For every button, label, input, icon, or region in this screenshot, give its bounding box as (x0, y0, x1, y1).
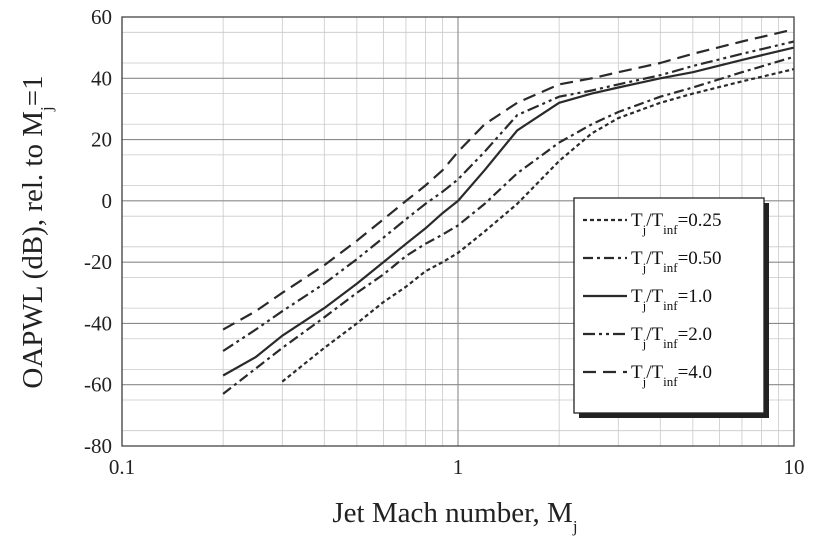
series-line-1 (281, 68, 795, 383)
legend-label-part: j (642, 222, 647, 237)
legend-label-part: inf (663, 298, 678, 313)
legend-label-part: T (631, 362, 643, 383)
legend-label-part: /T (646, 210, 663, 231)
y-tick-label: -40 (84, 311, 112, 335)
x-tick-labels: 0.1 1 10 (109, 455, 805, 479)
legend-label-part: inf (663, 260, 678, 275)
y-tick-label: 20 (91, 128, 112, 152)
y-tick-label: 60 (91, 5, 112, 29)
legend-label-part: =0.25 (678, 210, 722, 231)
legend-label-part: =4.0 (678, 362, 712, 383)
legend-label-part: =0.50 (678, 248, 722, 269)
series-layer (222, 28, 795, 395)
y-tick-label: -60 (84, 373, 112, 397)
x-tick-label: 10 (784, 455, 805, 479)
legend-item: Tj/Tinf=0.50 (583, 248, 722, 275)
x-axis-label-main: Jet Mach number, M (332, 497, 572, 529)
legend-label-part: inf (663, 222, 678, 237)
x-axis-label-sub: j (572, 517, 578, 536)
y-tick-label: -20 (84, 250, 112, 274)
legend-item: Tj/Tinf=4.0 (583, 362, 712, 389)
legend-label-part: /T (646, 248, 663, 269)
y-tick-label: 40 (91, 66, 112, 90)
plot-frame (121, 16, 795, 447)
legend-label-part: T (631, 286, 643, 307)
x-tick-label: 1 (453, 455, 464, 479)
legend: Tj/Tinf=0.25Tj/Tinf=0.50Tj/Tinf=1.0Tj/Ti… (573, 197, 769, 418)
legend-label-part: j (642, 298, 647, 313)
y-axis-label-sub: j (37, 106, 56, 112)
y-axis-label-main: OAPWL (dB), rel. to M (17, 111, 49, 389)
legend-label: Tj/Tinf=1.0 (631, 286, 712, 313)
legend-item: Tj/Tinf=1.0 (583, 286, 712, 313)
legend-label-part: /T (646, 362, 663, 383)
legend-label-part: T (631, 324, 643, 345)
legend-label-part: /T (646, 286, 663, 307)
series-line-5 (222, 28, 795, 331)
y-axis-label-suffix: =1 (17, 75, 49, 106)
legend-label-part: T (631, 248, 643, 269)
legend-label: Tj/Tinf=0.25 (631, 210, 722, 237)
legend-label: Tj/Tinf=4.0 (631, 362, 712, 389)
series-line-3 (222, 46, 795, 377)
y-tick-label: -80 (84, 434, 112, 458)
legend-label-part: T (631, 210, 643, 231)
legend-item: Tj/Tinf=2.0 (583, 324, 712, 351)
x-tick-label: 0.1 (109, 455, 135, 479)
legend-box (573, 197, 765, 414)
y-axis-label: OAPWL (dB), rel. to Mj=1 (17, 75, 56, 388)
x-axis-label: Jet Mach number, Mj (332, 497, 577, 536)
y-tick-label: 0 (102, 189, 113, 213)
legend-label-part: inf (663, 374, 678, 389)
series-line-4 (222, 40, 795, 352)
legend-items: Tj/Tinf=0.25Tj/Tinf=0.50Tj/Tinf=1.0Tj/Ti… (583, 210, 722, 389)
legend-label-part: =2.0 (678, 324, 712, 345)
legend-label-part: j (642, 260, 647, 275)
legend-label-part: j (642, 336, 647, 351)
legend-label-part: =1.0 (678, 286, 712, 307)
legend-label-part: /T (646, 324, 663, 345)
legend-label-part: j (642, 374, 647, 389)
y-tick-labels: -80 -60 -40 -20 0 20 40 60 (84, 5, 112, 458)
legend-item: Tj/Tinf=0.25 (583, 210, 722, 237)
legend-label: Tj/Tinf=0.50 (631, 248, 722, 275)
legend-label: Tj/Tinf=2.0 (631, 324, 712, 351)
legend-label-part: inf (663, 336, 678, 351)
